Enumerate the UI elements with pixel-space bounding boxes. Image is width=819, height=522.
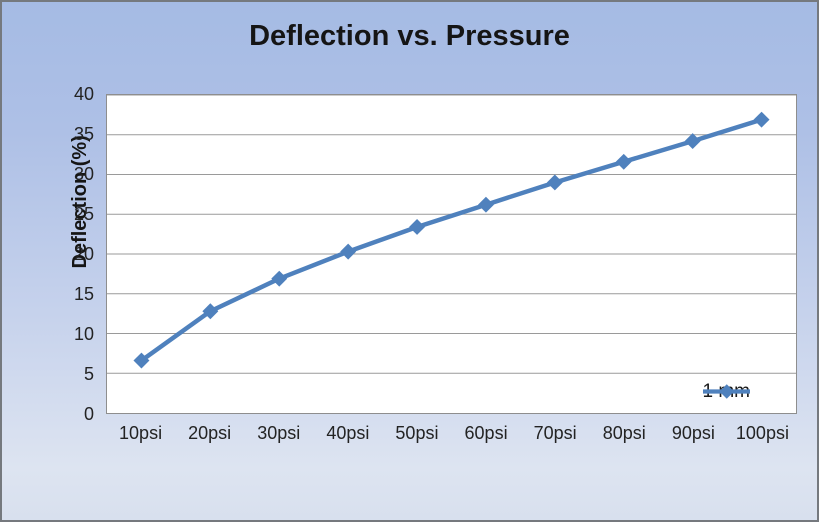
- x-tick-label: 20psi: [188, 423, 232, 443]
- data-point-marker: [615, 153, 632, 170]
- y-tick-label: 30: [73, 164, 94, 184]
- y-tick-label: 35: [73, 124, 94, 144]
- x-tick-label: 70psi: [533, 423, 577, 443]
- x-tick-label: 90psi: [671, 423, 715, 443]
- y-tick-label: 15: [73, 284, 94, 304]
- y-tick-label: 10: [73, 324, 94, 344]
- data-point-marker: [202, 303, 219, 320]
- data-point-marker: [684, 133, 701, 150]
- data-point-marker: [753, 111, 770, 128]
- y-tick-label: 5: [83, 364, 94, 384]
- y-tick-label: 40: [73, 84, 94, 104]
- x-tick-label: 50psi: [395, 423, 439, 443]
- y-axis-tick-labels: 0 5 10 15 20 25 30 35 40: [32, 2, 94, 520]
- chart-title: Deflection vs. Pressure: [249, 20, 570, 52]
- legend-series-marker-icon: [702, 384, 750, 399]
- x-tick-label: 30psi: [257, 423, 301, 443]
- x-tick-label: 60psi: [464, 423, 508, 443]
- data-point-marker: [409, 219, 426, 235]
- y-tick-label: 0: [83, 404, 94, 424]
- series-line-chart: [107, 95, 796, 374]
- data-point-marker: [340, 243, 357, 260]
- x-tick-label: 100psi: [735, 423, 789, 443]
- x-tick-label: 80psi: [602, 423, 646, 443]
- data-point-marker: [477, 196, 494, 213]
- x-tick-label: 10psi: [119, 423, 163, 443]
- data-point-marker: [546, 174, 563, 191]
- x-axis-tick-labels: 10psi 20psi 30psi 40psi 50psi 60psi 70psi 80psi…: [106, 421, 797, 447]
- data-point-marker: [133, 352, 150, 369]
- plot-area: 1 mm: [106, 94, 797, 414]
- y-tick-label: 25: [73, 204, 94, 224]
- y-tick-label: 20: [73, 244, 94, 264]
- x-tick-label: 40psi: [326, 423, 370, 443]
- data-point-marker: [271, 270, 288, 287]
- legend: 1 mm: [702, 382, 750, 401]
- series-line: [139, 117, 764, 363]
